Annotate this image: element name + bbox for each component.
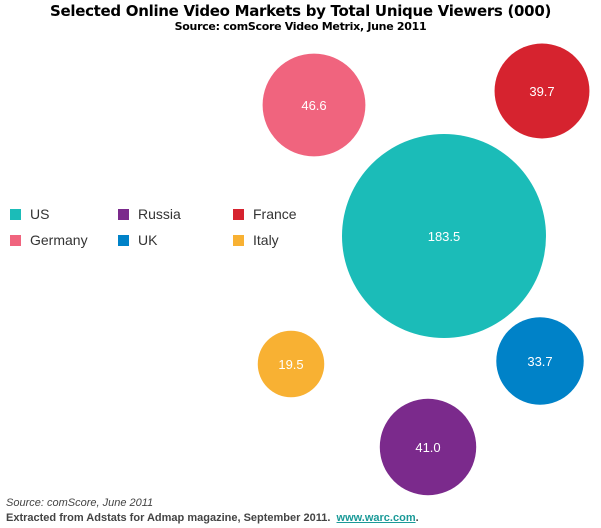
legend-swatch (10, 234, 21, 246)
legend-item-france: France (233, 206, 297, 222)
bubble-label-italy: 19.5 (278, 357, 303, 372)
bubble-russia (379, 398, 477, 496)
legend-swatch (10, 208, 21, 220)
legend-swatch (118, 234, 129, 246)
bubble-italy (257, 330, 325, 398)
extract-note: Extracted from Adstats for Admap magazin… (6, 512, 419, 524)
legend-item-germany: Germany (10, 232, 88, 248)
legend-label: France (253, 206, 297, 222)
source-note: Source: comScore, June 2011 (6, 497, 154, 509)
legend-swatch (233, 208, 244, 220)
legend-item-russia: Russia (118, 206, 181, 222)
bubble-label-france: 39.7 (529, 84, 554, 99)
period: . (415, 512, 419, 524)
legend-label: Italy (253, 232, 279, 248)
legend-item-italy: Italy (233, 232, 279, 248)
chart-subtitle: Source: comScore Video Metrix, June 2011 (174, 20, 427, 33)
bubble-france (494, 43, 590, 139)
legend-item-uk: UK (118, 232, 157, 248)
extract-text: Extracted from Adstats for Admap magazin… (6, 512, 331, 524)
bubble-uk (496, 317, 584, 405)
legend-label: UK (138, 232, 158, 248)
legend-swatch (118, 208, 129, 220)
legend-item-us: US (10, 206, 49, 222)
bubble-label-germany: 46.6 (301, 98, 326, 113)
legend-label: US (30, 206, 50, 222)
bubble-label-russia: 41.0 (415, 440, 440, 455)
bubble-label-us: 183.5 (428, 229, 461, 244)
chart-title: Selected Online Video Markets by Total U… (49, 2, 552, 20)
legend-label: Russia (138, 206, 181, 222)
warc-link[interactable]: www.warc.com (336, 512, 416, 524)
legend-swatch (233, 234, 244, 246)
bubble-us (342, 134, 546, 338)
bubble-label-uk: 33.7 (527, 354, 552, 369)
bubble-germany (262, 53, 366, 157)
legend-label: Germany (30, 232, 88, 248)
